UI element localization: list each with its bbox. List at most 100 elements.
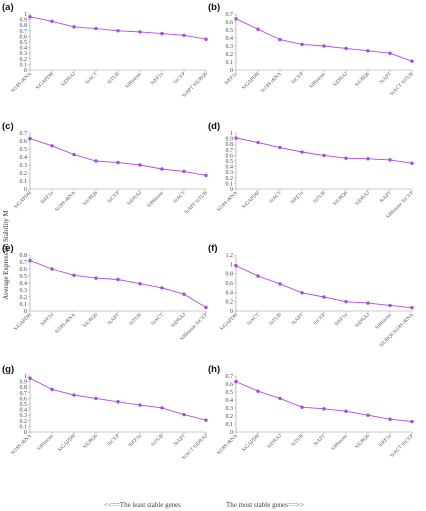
x-category-label: SiEF1α [150, 71, 166, 87]
y-tick-label: 0.3 [20, 288, 28, 294]
y-tick-label: 0.7 [20, 260, 28, 266]
x-category-label: SiDNAJ [126, 190, 143, 207]
y-tick-label: 0.3 [20, 413, 28, 419]
data-point [28, 15, 32, 19]
x-category-label: SiCYP [106, 190, 121, 205]
data-point [234, 264, 238, 268]
y-tick-label: 0.5 [20, 147, 28, 153]
y-tick-label: 0.3 [20, 51, 28, 57]
x-category-label: SiGAPDH [13, 312, 33, 332]
panel-a: (a) 00.10.20.30.40.50.60.70.80.91 Si18S rR… [2, 2, 209, 99]
data-point [278, 396, 282, 401]
y-tick-label: 1 [24, 12, 27, 18]
x-category-label: SiAPT SiTUB [183, 190, 209, 216]
y-tick-label: 0.5 [20, 274, 28, 280]
panel-h: (h) 0 0.1 0.2 0.3 0.4 0.5 0.6 0.7 Si18S rRNA SiGAP… [208, 364, 415, 459]
x-category-label: Si18S rRNA [216, 190, 239, 213]
x-category-label: SiGAPDH [241, 71, 261, 91]
panel-label: (f) [208, 243, 218, 254]
y-tick-label: 0.1 [226, 181, 234, 187]
data-point [322, 153, 326, 158]
data-point [182, 33, 186, 37]
series-line [235, 265, 413, 309]
y-tick-label: 0.4 [226, 290, 234, 296]
y-tick-label: 0.6 [226, 20, 234, 26]
y-tick-label: 0.2 [20, 295, 28, 301]
y-tick-label: 0.9 [20, 18, 28, 24]
series-line [235, 137, 413, 164]
y-tick-label: 0 [24, 430, 27, 436]
x-category-label: Si18S rRNA [54, 190, 77, 213]
data-point [204, 173, 208, 178]
panel-label: (h) [208, 364, 220, 375]
y-tick-label: 0 [230, 68, 233, 74]
data-point [116, 29, 120, 33]
x-category-label: SiTUB [128, 312, 143, 327]
x-category-label: Si18S rRNA [10, 433, 33, 456]
y-tick-label: 0.4 [226, 398, 234, 404]
x-category-label: SiEF1α [128, 433, 144, 449]
x-category-label: SiEF1α [290, 190, 306, 206]
x-category-label: SiTUB [312, 190, 327, 205]
y-tick-label: 0 [230, 187, 233, 193]
series-line [235, 381, 413, 423]
x-category-label: SiGAPDH [35, 71, 55, 91]
y-tick-label: 1 [24, 374, 27, 380]
y-tick-label: 0.5 [226, 390, 234, 396]
x-category-label: Si18S rRNA [260, 71, 283, 94]
data-point [388, 158, 392, 162]
x-category-label: SiGAPDH [241, 433, 261, 453]
y-tick-label: 0.5 [20, 402, 28, 408]
data-point [182, 412, 186, 417]
y-tick-label: 0.2 [20, 57, 28, 63]
y-tick-label: 0.4 [20, 281, 28, 287]
x-category-label: SiCYP [290, 71, 305, 86]
data-point [410, 306, 414, 310]
y-tick-label: 0.6 [20, 267, 28, 273]
data-point [256, 140, 260, 145]
x-category-label: SiACT SiTUB [389, 71, 415, 97]
x-category-label: SiEF1α [40, 190, 56, 206]
panel-f: (f) 0 0.2 0.4 0.6 0.8 1 1.2 SiGAPDH SiACT SiTUB SiA… [208, 243, 415, 349]
data-point [116, 400, 120, 404]
y-tick-label: 0.7 [20, 131, 28, 137]
x-category-label: SiAPT [107, 312, 122, 327]
x-category-label: SiACT [246, 312, 261, 327]
y-tick-label: 0 [24, 309, 27, 315]
footer-right: The most stable genes==>> [226, 501, 304, 509]
panel-label: (b) [208, 2, 220, 13]
data-point [234, 136, 238, 140]
data-point [388, 303, 392, 308]
panel-g: (g) 00.10.20.30.40.50.60.70.80.91 Si18S rR… [2, 364, 209, 461]
y-tick-label: 0.1 [226, 60, 234, 66]
y-tick-label: 0.1 [20, 424, 28, 430]
data-point [366, 301, 370, 305]
x-category-label: SiGAPDH [219, 312, 239, 332]
y-tick-label: 0.1 [20, 62, 28, 68]
x-category-label: SiHistone [330, 433, 349, 452]
x-category-label: SiHistone [36, 433, 55, 452]
x-category-label: SiUBQ6 [82, 190, 99, 207]
y-tick-label: 0.3 [226, 406, 234, 412]
data-point [138, 163, 142, 167]
data-point [138, 282, 142, 286]
y-tick-label: 0.1 [20, 179, 28, 185]
data-point [94, 159, 98, 163]
x-category-label: SiEF1α [40, 312, 56, 328]
y-tick-label: 0.7 [226, 12, 234, 18]
x-category-label: SiTUB [150, 433, 165, 448]
data-point [138, 30, 142, 34]
x-category-label: SiACT SiCYP [389, 433, 415, 459]
x-category-label: SiUBQ6 [354, 71, 371, 88]
y-tick-label: 0.8 [226, 272, 234, 278]
data-point [410, 161, 414, 165]
y-tick-label: 0.5 [20, 40, 28, 46]
y-tick-label: 0.2 [226, 414, 234, 420]
series-line [29, 16, 207, 40]
x-category-label: SiAPT [379, 71, 394, 86]
y-tick-label: 0.3 [226, 170, 234, 176]
y-tick-label: 0.5 [226, 159, 234, 165]
data-point [234, 17, 238, 21]
